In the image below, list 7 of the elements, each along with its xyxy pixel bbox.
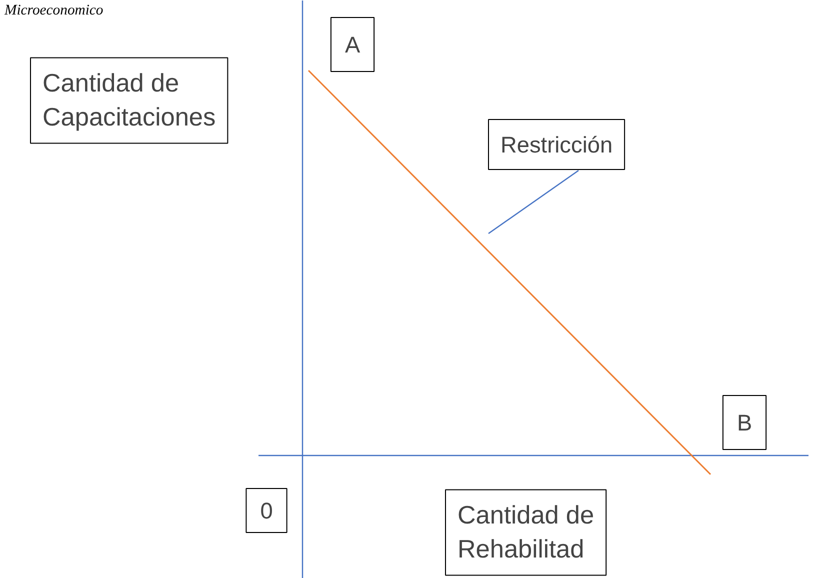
text: Microeconomico — [4, 2, 104, 18]
annotation: Restricción — [500, 132, 613, 158]
x-axis-title: Cantidad de Rehabilitad — [458, 502, 594, 564]
annotation: B — [736, 410, 752, 436]
y-axis-title: Cantidad de Capacitaciones — [42, 70, 216, 132]
text: A — [344, 32, 361, 58]
text: 0 — [260, 498, 273, 524]
